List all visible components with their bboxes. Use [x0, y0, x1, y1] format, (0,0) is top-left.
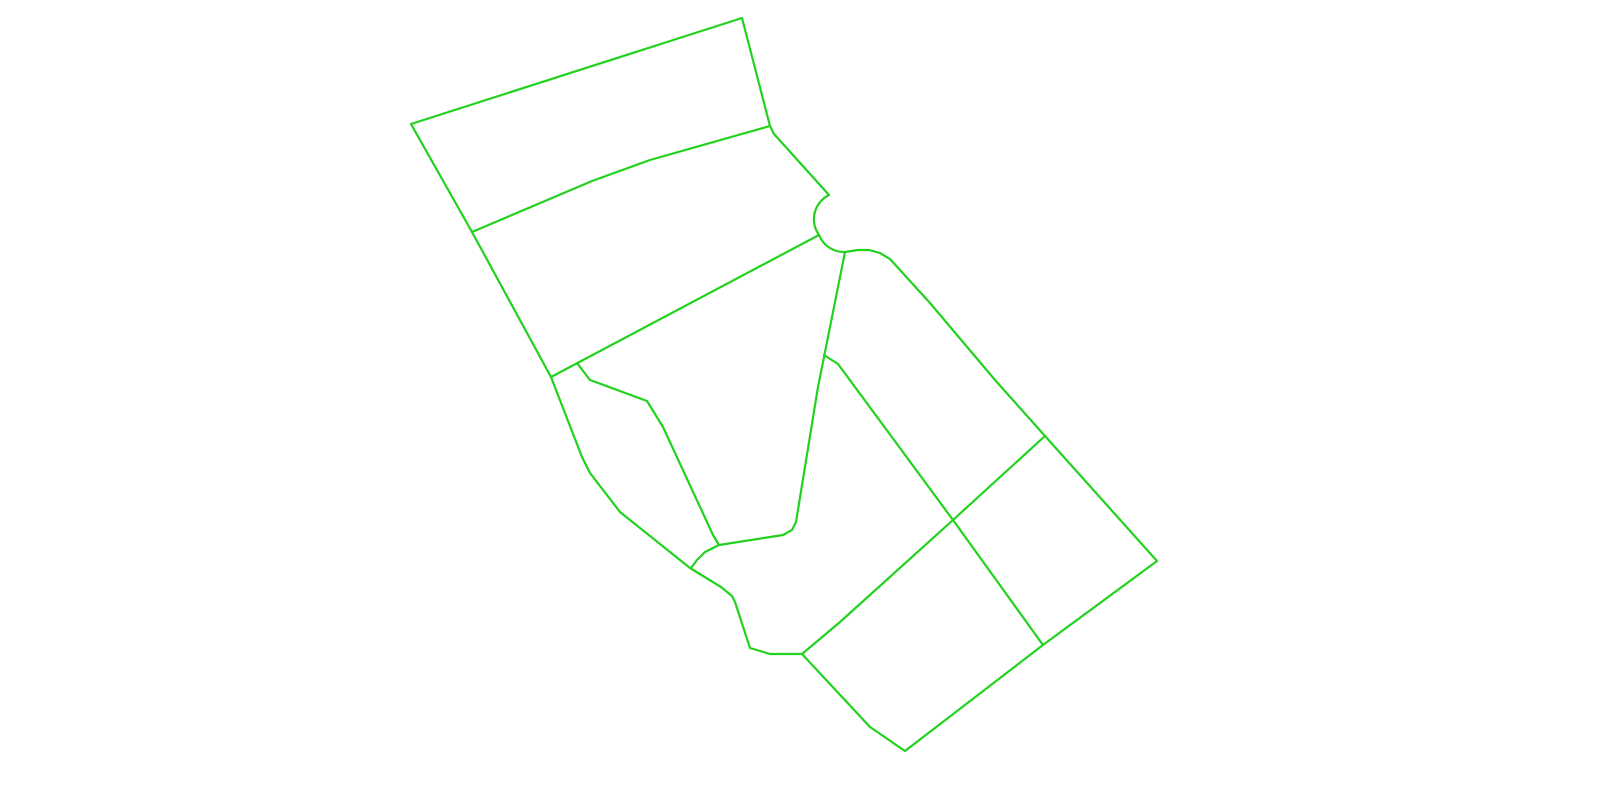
outer-boundary — [409, 16, 1159, 753]
right-block-boundary — [822, 353, 1045, 647]
inner-lot-boundary — [575, 361, 721, 570]
parcel-boundaries — [409, 16, 1159, 753]
central-boundary — [717, 250, 847, 547]
upper-parcel-divider — [470, 124, 772, 234]
right-block-cross-divider — [800, 434, 1047, 656]
diagonal-divider — [549, 233, 821, 379]
